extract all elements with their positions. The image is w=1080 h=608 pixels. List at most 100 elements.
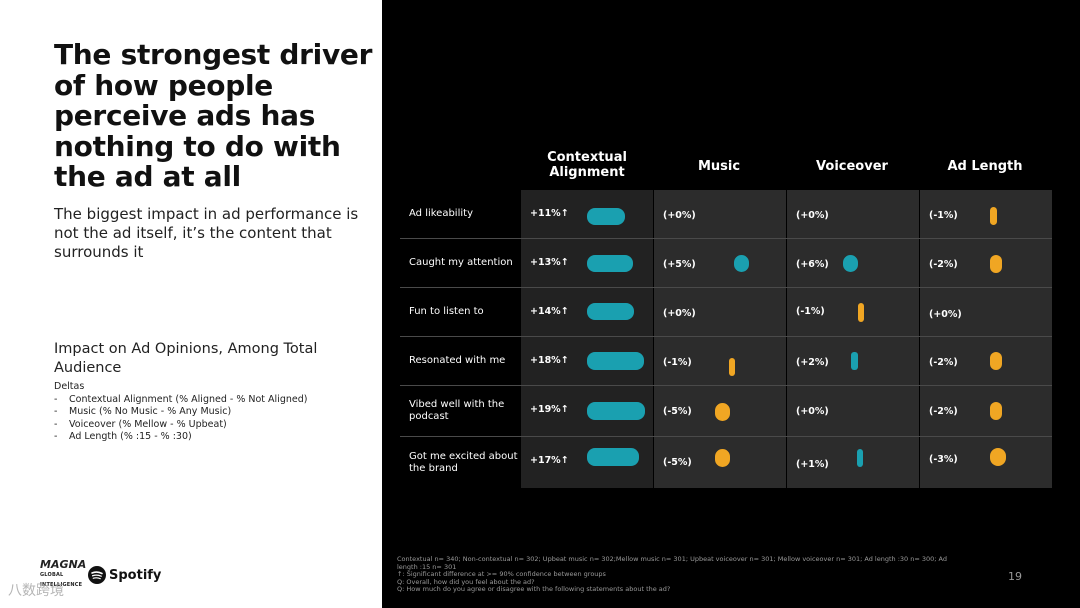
subhead: The biggest impact in ad performance is … bbox=[54, 205, 359, 261]
cell-value: (+6%) bbox=[796, 259, 829, 270]
table-row: Got me excited about the brand +17%↑ (-5… bbox=[400, 437, 1052, 488]
row-label: Fun to listen to bbox=[409, 306, 484, 317]
orange-bar bbox=[990, 352, 1002, 370]
cell-value: (+1%) bbox=[796, 459, 829, 470]
cell-ad-length: (-2%) bbox=[919, 337, 1052, 385]
cell-music: (+0%) bbox=[653, 288, 786, 336]
results-table: Ad likeability +11%↑ (+0%) (+0%) (-1%) C… bbox=[400, 190, 1052, 488]
cell-voiceover: (+1%) bbox=[786, 437, 919, 488]
cell-voiceover: (-1%) bbox=[786, 288, 919, 336]
teal-bar bbox=[857, 449, 863, 467]
cell-ad-length: (+0%) bbox=[919, 288, 1052, 336]
cell-contextual: +14%↑ bbox=[520, 288, 653, 336]
spotify-icon bbox=[88, 566, 106, 584]
cell-value: (-1%) bbox=[929, 210, 958, 221]
cell-value: (-2%) bbox=[929, 357, 958, 368]
cell-value: +17%↑ bbox=[530, 455, 569, 466]
cell-voiceover: (+0%) bbox=[786, 386, 919, 436]
row-label: Resonated with me bbox=[409, 355, 506, 366]
cell-contextual: +19%↑ bbox=[520, 386, 653, 436]
cell-value: (+0%) bbox=[796, 210, 829, 221]
column-header-contextual: Contextual Alignment bbox=[547, 150, 627, 180]
footnote-line: Q: How much do you agree or disagree wit… bbox=[397, 585, 671, 593]
cell-value: +11%↑ bbox=[530, 208, 569, 219]
cell-value: (-3%) bbox=[929, 454, 958, 465]
teal-bar bbox=[587, 448, 639, 466]
orange-bar bbox=[990, 448, 1006, 466]
cell-contextual: +17%↑ bbox=[520, 437, 653, 488]
left-panel: The strongest driver of how people perce… bbox=[0, 0, 382, 608]
column-header-voiceover: Voiceover bbox=[816, 159, 888, 174]
delta-item: Music (% No Music - % Any Music) bbox=[54, 406, 374, 419]
footnote-line: Contextual n= 340; Non-contextual n= 302… bbox=[397, 555, 947, 571]
cell-value: +14%↑ bbox=[530, 306, 569, 317]
cell-ad-length: (-2%) bbox=[919, 239, 1052, 287]
cell-value: +18%↑ bbox=[530, 355, 569, 366]
table-row: Ad likeability +11%↑ (+0%) (+0%) (-1%) bbox=[400, 190, 1052, 239]
cell-voiceover: (+2%) bbox=[786, 337, 919, 385]
delta-item: Ad Length (% :15 - % :30) bbox=[54, 431, 374, 444]
orange-bar bbox=[990, 402, 1002, 420]
footnote-line: Q: Overall, how did you feel about the a… bbox=[397, 577, 535, 586]
teal-bar bbox=[587, 352, 644, 370]
table-row: Caught my attention +13%↑ (+5%) (+6%) (-… bbox=[400, 239, 1052, 288]
cell-voiceover: (+0%) bbox=[786, 190, 919, 238]
section-title: Impact on Ad Opinions, Among Total Audie… bbox=[54, 341, 318, 376]
deltas-label: Deltas bbox=[54, 381, 85, 392]
deltas-list: Deltas Contextual Alignment (% Aligned -… bbox=[54, 381, 374, 444]
cell-ad-length: (-1%) bbox=[919, 190, 1052, 238]
cell-contextual: +11%↑ bbox=[520, 190, 653, 238]
teal-bar bbox=[843, 255, 858, 272]
spotify-logo: Spotify bbox=[88, 566, 161, 584]
cell-voiceover: (+6%) bbox=[786, 239, 919, 287]
cell-contextual: +18%↑ bbox=[520, 337, 653, 385]
headline: The strongest driver of how people perce… bbox=[54, 38, 373, 193]
footnote-line: ↑: Significant difference at >= 90% conf… bbox=[397, 570, 606, 578]
cell-value: (-5%) bbox=[663, 457, 692, 468]
cell-contextual: +13%↑ bbox=[520, 239, 653, 287]
table-row: Vibed well with the podcast +19%↑ (-5%) … bbox=[400, 386, 1052, 437]
magna-logo: MAGNA GLOBAL INTELLIGENCE bbox=[40, 558, 87, 588]
logos: MAGNA GLOBAL INTELLIGENCE Spotify bbox=[40, 558, 161, 588]
cell-value: (-1%) bbox=[796, 306, 825, 317]
cell-ad-length: (-3%) bbox=[919, 437, 1052, 488]
cell-value: (+0%) bbox=[796, 406, 829, 417]
cell-value: (-2%) bbox=[929, 406, 958, 417]
cell-value: (+2%) bbox=[796, 357, 829, 368]
page-number: 19 bbox=[1008, 570, 1022, 583]
row-label: Ad likeability bbox=[409, 208, 473, 219]
cell-value: (+0%) bbox=[929, 309, 962, 320]
cell-music: (-5%) bbox=[653, 386, 786, 436]
orange-bar bbox=[990, 207, 997, 225]
column-header-music: Music bbox=[697, 159, 741, 174]
cell-music: (-1%) bbox=[653, 337, 786, 385]
cell-music: (+0%) bbox=[653, 190, 786, 238]
row-label: Got me excited about the brand bbox=[409, 450, 518, 474]
cell-value: (-2%) bbox=[929, 259, 958, 270]
table-row: Fun to listen to +14%↑ (+0%) (-1%) (+0%) bbox=[400, 288, 1052, 337]
teal-bar bbox=[734, 255, 749, 272]
orange-bar bbox=[729, 358, 735, 376]
cell-value: (+0%) bbox=[663, 210, 696, 221]
orange-bar bbox=[715, 403, 730, 421]
cell-music: (-5%) bbox=[653, 437, 786, 488]
teal-bar bbox=[851, 352, 858, 370]
column-header-ad-length: Ad Length bbox=[947, 159, 1023, 174]
cell-value: +19%↑ bbox=[530, 404, 569, 415]
cell-value: (+0%) bbox=[663, 308, 696, 319]
orange-bar bbox=[858, 303, 864, 322]
teal-bar bbox=[587, 303, 634, 320]
cell-music: (+5%) bbox=[653, 239, 786, 287]
cell-ad-length: (-2%) bbox=[919, 386, 1052, 436]
cell-value: +13%↑ bbox=[530, 257, 569, 268]
row-label: Vibed well with the podcast bbox=[409, 399, 505, 422]
teal-bar bbox=[587, 402, 645, 420]
orange-bar bbox=[990, 255, 1002, 273]
cell-value: (+5%) bbox=[663, 259, 696, 270]
delta-item: Voiceover (% Mellow - % Upbeat) bbox=[54, 419, 374, 432]
row-label: Caught my attention bbox=[409, 257, 513, 268]
teal-bar bbox=[587, 255, 633, 272]
delta-item: Contextual Alignment (% Aligned - % Not … bbox=[54, 394, 374, 407]
teal-bar bbox=[587, 208, 625, 225]
cell-value: (-5%) bbox=[663, 406, 692, 417]
